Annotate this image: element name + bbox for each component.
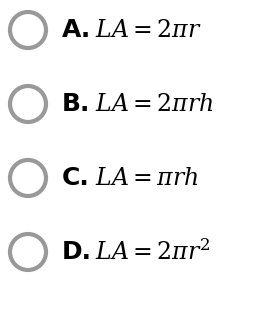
Text: C.: C. — [62, 166, 90, 190]
Text: B.: B. — [62, 92, 90, 116]
Text: $LA = \pi rh$: $LA = \pi rh$ — [95, 166, 199, 190]
Text: $LA = 2\pi rh$: $LA = 2\pi rh$ — [95, 92, 214, 116]
Text: D.: D. — [62, 240, 92, 264]
Text: $LA = 2\pi r^2$: $LA = 2\pi r^2$ — [95, 239, 211, 265]
Text: $LA = 2\pi r$: $LA = 2\pi r$ — [95, 18, 202, 42]
Text: A.: A. — [62, 18, 91, 42]
